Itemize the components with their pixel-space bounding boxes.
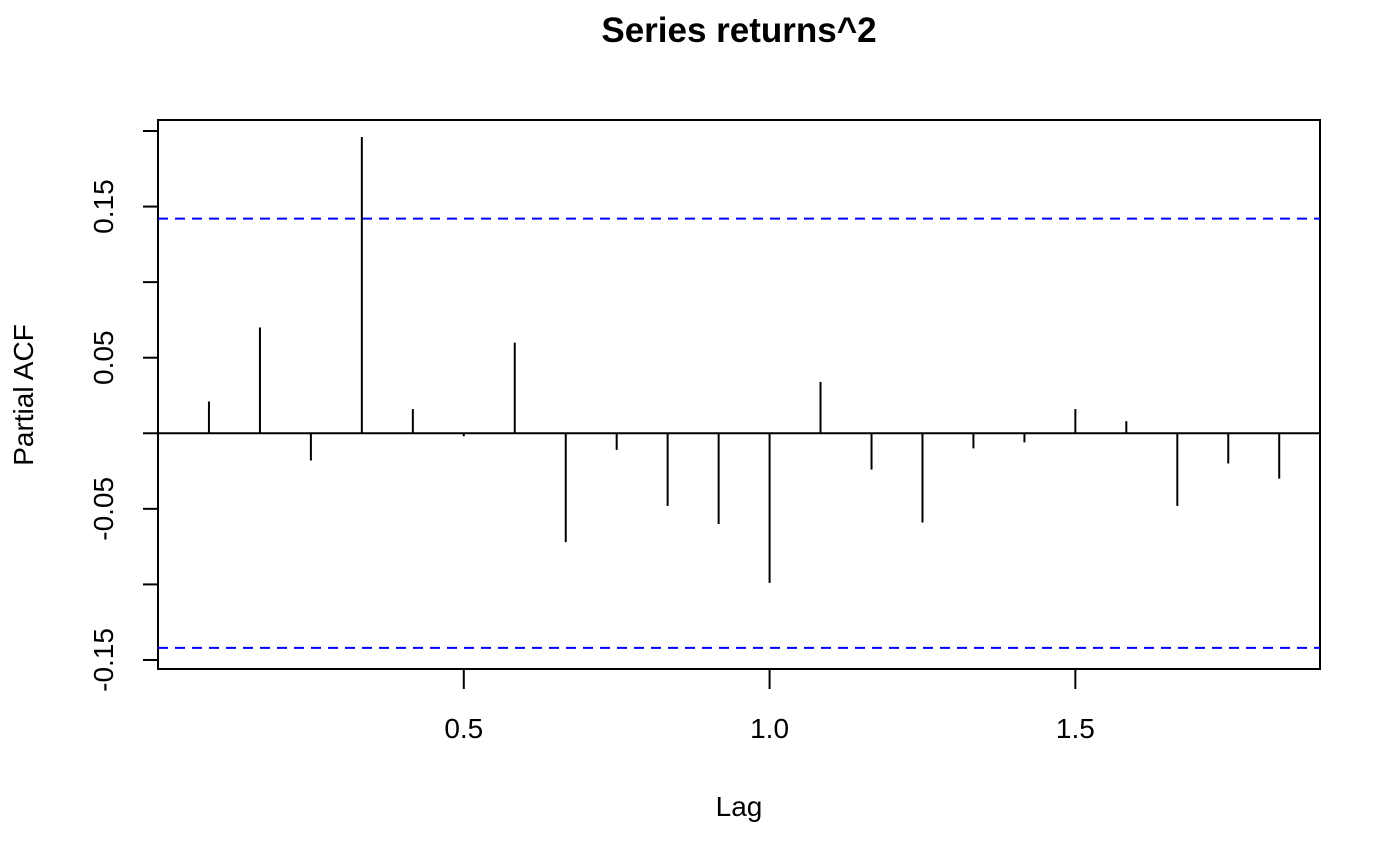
y-tick-label: -0.15 (88, 628, 119, 692)
y-axis-label: Partial ACF (8, 324, 39, 466)
x-tick-label: 0.5 (444, 713, 483, 744)
chart-title: Series returns^2 (601, 11, 876, 50)
y-tick-label: 0.05 (88, 330, 119, 385)
plot-frame (157, 119, 1321, 670)
x-axis-label: Lag (716, 791, 763, 822)
y-tick-label: 0.15 (88, 179, 119, 234)
y-tick-label: -0.05 (88, 477, 119, 541)
pacf-spikes (207, 137, 1281, 583)
y-axis: -0.15 -0.05 0.05 0.15 (88, 130, 158, 692)
x-tick-label: 1.0 (750, 713, 789, 744)
x-axis: 0.5 1.0 1.5 (444, 669, 1095, 744)
confidence-bounds (158, 217, 1320, 649)
x-tick-label: 1.5 (1056, 713, 1095, 744)
